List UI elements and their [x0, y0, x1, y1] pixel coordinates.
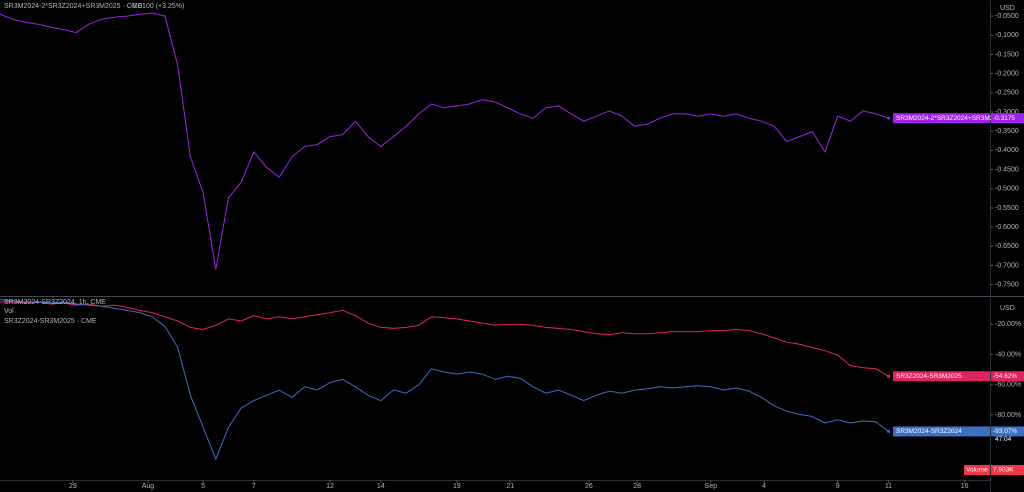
x-tick-label: 12: [326, 483, 334, 490]
y-tick-label: -0.7500: [995, 281, 1019, 288]
y-tick-label: -0.2500: [995, 90, 1019, 97]
x-tick-label: 29: [69, 483, 77, 490]
y-tick-label: -0.6500: [995, 243, 1019, 250]
series-name-tag-text: SR3M2024-2*SR3Z2024+SR3M2025: [896, 115, 1005, 122]
x-tick-label: 21: [506, 483, 514, 490]
y-tick-label: -40.00%: [995, 351, 1021, 358]
series-name-tag: [893, 371, 990, 382]
y-tick-label: -0.0500: [995, 13, 1019, 20]
series-name-tag: [893, 426, 990, 437]
volume-tag: [964, 465, 990, 475]
x-tick-label: Aug: [142, 483, 155, 490]
series-name-tag-text: SR3Z2024-SR3M2025: [896, 373, 962, 380]
last-point: [886, 374, 890, 378]
pane-title: SR3M2024-SR3Z2024, 1h, CME: [4, 299, 106, 306]
x-tick-label: 9: [836, 483, 840, 490]
last-point: [886, 116, 890, 120]
x-tick-label: 16: [961, 483, 969, 490]
series-name-tag: [893, 113, 990, 124]
pane-title-2: SR3Z2024-SR3M2025 · CME: [4, 318, 97, 325]
x-tick-label: 4: [762, 483, 766, 490]
y-tick-label: -20.00%: [995, 321, 1021, 328]
y-tick-label: -0.5000: [995, 186, 1019, 193]
pane-subtitle: Vol: [4, 308, 14, 315]
title-change: -0.0100 (+3.25%): [130, 3, 184, 10]
y-tick-label: -0.2000: [995, 70, 1019, 77]
y-tick-label: -0.7000: [995, 262, 1019, 269]
volume-label: Volume: [966, 467, 988, 474]
x-tick-label: 19: [453, 483, 461, 490]
y-tick-label: -0.3500: [995, 128, 1019, 135]
x-tick-label: 14: [377, 483, 385, 490]
last-value-tag: [991, 426, 1024, 437]
volume-value: 7.903K: [993, 467, 1014, 474]
last-value-tag: [991, 371, 1024, 382]
x-tick-label: 28: [633, 483, 641, 490]
x-tick-label: 11: [885, 483, 892, 490]
last-value-tag: [991, 113, 1024, 124]
axis-unit: USD: [1000, 5, 1015, 12]
y-tick-label: -80.00%: [995, 412, 1021, 419]
series-line: [0, 301, 889, 377]
series-name-tag-text: SR3M2024-SR3Z2024: [896, 428, 962, 435]
last-value-tag-text: -93.07%: [993, 428, 1017, 435]
volume-value-tag: [991, 465, 1024, 475]
y-tick-label: -60.00%: [995, 382, 1021, 389]
x-tick-label: 26: [585, 483, 593, 490]
axis-unit: USD: [1000, 305, 1015, 312]
last-value-tag-text: -0.3175: [993, 115, 1015, 122]
y-tick-label: -0.3000: [995, 109, 1019, 116]
last-value-tag-text: -54.62%: [993, 373, 1017, 380]
x-tick-label: 5: [201, 483, 205, 490]
y-tick-label: -0.1000: [995, 32, 1019, 39]
series-line: [0, 12, 889, 270]
y-tick-label: -0.6000: [995, 224, 1019, 231]
countdown: 47:04: [995, 436, 1012, 443]
x-tick-label: 7: [252, 483, 256, 490]
series-line: [0, 299, 889, 461]
last-point: [886, 429, 890, 433]
y-tick-label: -0.1500: [995, 51, 1019, 58]
y-tick-label: -0.4500: [995, 166, 1019, 173]
y-tick-label: -0.4000: [995, 147, 1019, 154]
chart-title: SR3M2024-2*SR3Z2024+SR3M2025 · CME: [4, 3, 143, 10]
x-tick-label: Sep: [705, 483, 718, 490]
y-tick-label: -0.5500: [995, 205, 1019, 212]
